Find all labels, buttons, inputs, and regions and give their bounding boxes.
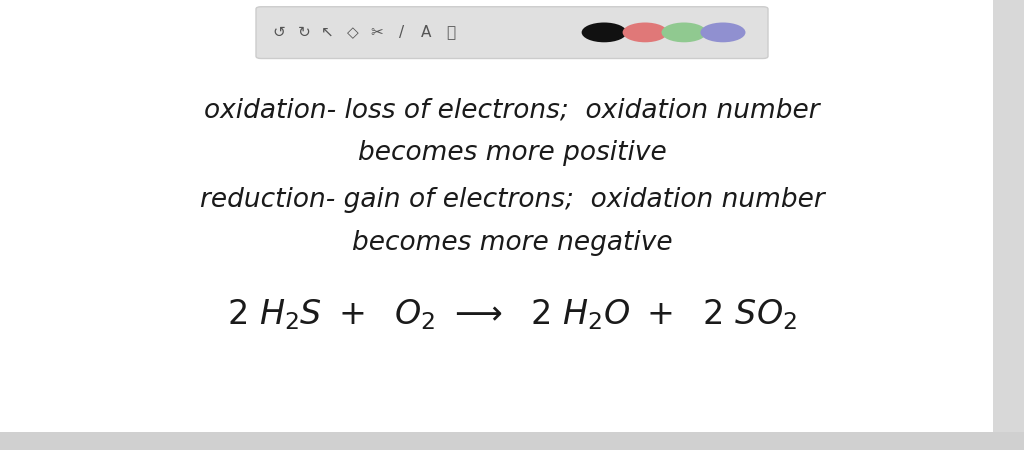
Text: $\mathit{2\ H_2S\ +\ \ O_2\ \longrightarrow\ \ 2\ H_2O\ +\ \ 2\ SO_2}$: $\mathit{2\ H_2S\ +\ \ O_2\ \longrightar… bbox=[227, 297, 797, 333]
Text: becomes more positive: becomes more positive bbox=[357, 140, 667, 166]
Circle shape bbox=[662, 22, 707, 42]
Text: ✂: ✂ bbox=[371, 25, 383, 40]
Circle shape bbox=[623, 22, 668, 42]
Text: becomes more negative: becomes more negative bbox=[351, 230, 673, 256]
FancyBboxPatch shape bbox=[256, 7, 768, 58]
Text: ⬜: ⬜ bbox=[446, 25, 455, 40]
Text: ↖: ↖ bbox=[322, 25, 334, 40]
Circle shape bbox=[700, 22, 745, 42]
Text: reduction- gain of electrons;  oxidation number: reduction- gain of electrons; oxidation … bbox=[200, 187, 824, 213]
Text: ◇: ◇ bbox=[347, 25, 359, 40]
Text: /: / bbox=[398, 25, 404, 40]
Text: A: A bbox=[421, 25, 431, 40]
Circle shape bbox=[582, 22, 627, 42]
Text: ↻: ↻ bbox=[298, 25, 310, 40]
Text: oxidation- loss of electrons;  oxidation number: oxidation- loss of electrons; oxidation … bbox=[204, 97, 820, 123]
Bar bbox=[0, 432, 1024, 450]
Text: ↺: ↺ bbox=[272, 25, 285, 40]
Bar bbox=[993, 0, 1024, 432]
